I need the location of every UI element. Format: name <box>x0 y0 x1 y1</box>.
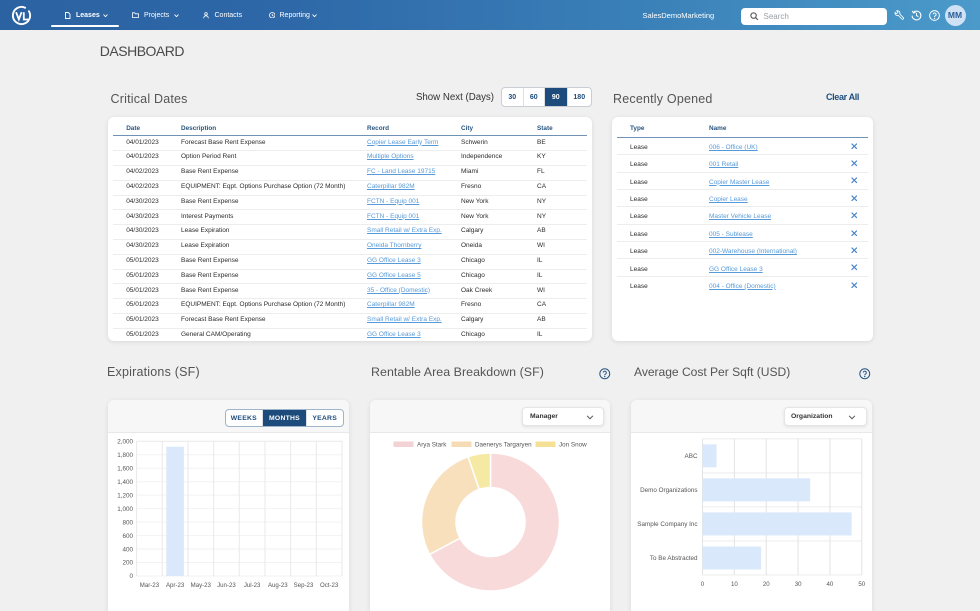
svg-text:20: 20 <box>763 581 770 588</box>
svg-text:Jun-23: Jun-23 <box>217 582 236 589</box>
svg-text:Demo Organizations: Demo Organizations <box>640 487 697 494</box>
svg-text:ABC: ABC <box>685 453 698 460</box>
svg-text:1,400: 1,400 <box>117 479 133 486</box>
svg-text:0: 0 <box>129 573 133 580</box>
svg-text:Daenerys Targaryen: Daenerys Targaryen <box>475 442 532 449</box>
svg-text:Sep-23: Sep-23 <box>294 582 314 589</box>
svg-text:50: 50 <box>858 581 865 588</box>
svg-text:To Be Abstracted: To Be Abstracted <box>650 555 698 562</box>
svg-text:Aug-23: Aug-23 <box>268 582 288 589</box>
svg-text:Sample Company Inc: Sample Company Inc <box>637 521 697 528</box>
svg-text:1,600: 1,600 <box>117 465 133 472</box>
svg-text:40: 40 <box>827 581 834 588</box>
svg-text:Jon Snow: Jon Snow <box>559 442 587 449</box>
svg-text:May-23: May-23 <box>191 582 212 589</box>
svg-text:800: 800 <box>122 519 133 526</box>
svg-text:Jul-23: Jul-23 <box>244 582 261 589</box>
svg-text:600: 600 <box>122 533 133 540</box>
svg-text:1,200: 1,200 <box>117 492 133 499</box>
svg-text:200: 200 <box>122 560 133 567</box>
svg-text:Oct-23: Oct-23 <box>320 582 339 589</box>
svg-text:Apr-23: Apr-23 <box>166 582 185 589</box>
svg-text:Mar-23: Mar-23 <box>140 582 160 589</box>
svg-text:30: 30 <box>795 581 802 588</box>
svg-text:2,000: 2,000 <box>117 439 133 446</box>
svg-text:1,800: 1,800 <box>117 452 133 459</box>
svg-text:1,000: 1,000 <box>117 506 133 513</box>
svg-text:400: 400 <box>122 546 133 553</box>
svg-text:0: 0 <box>701 581 705 588</box>
svg-text:10: 10 <box>731 581 738 588</box>
svg-text:Arya Stark: Arya Stark <box>417 442 447 449</box>
